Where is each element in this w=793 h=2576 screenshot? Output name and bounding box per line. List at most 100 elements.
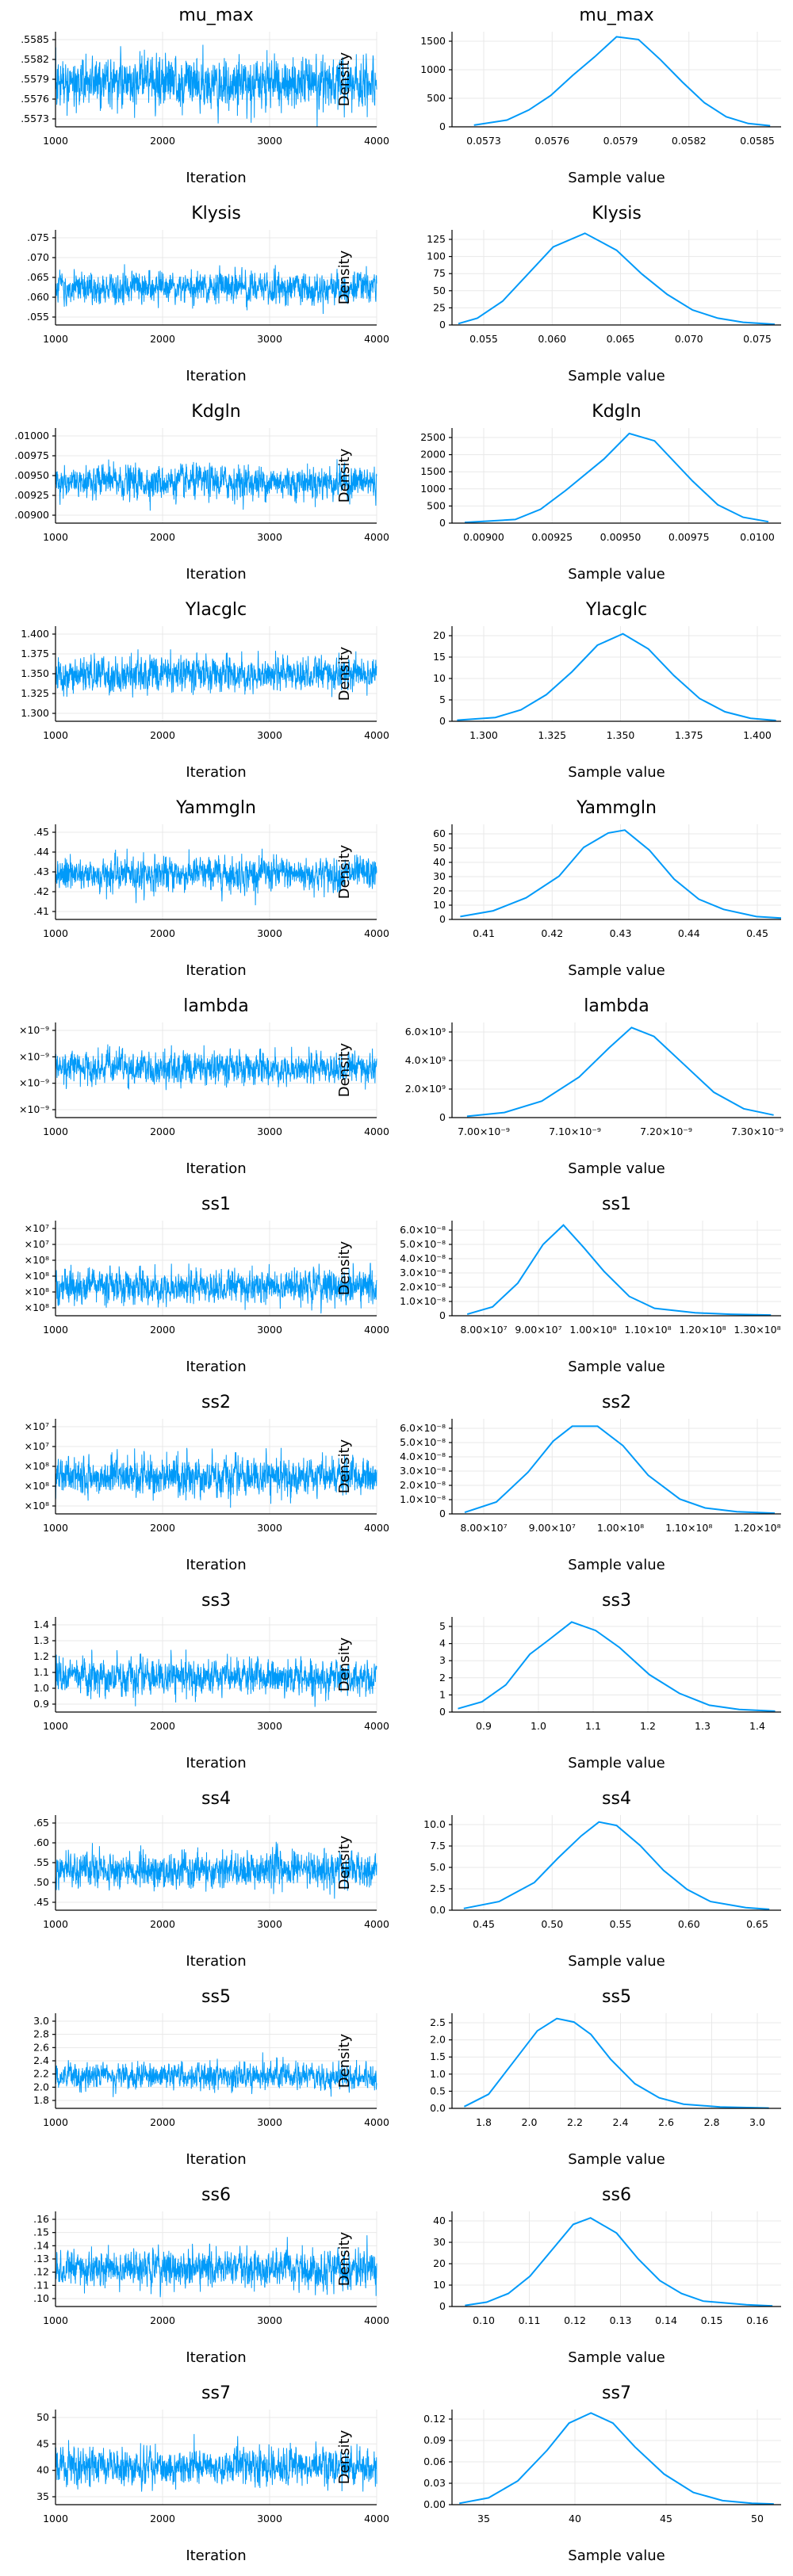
trace-xtick-label: 4000 (364, 2513, 389, 2524)
density-ytick-label: 0 (439, 1508, 446, 1519)
density-xtick-label: 0.00900 (463, 531, 504, 543)
density-ytick-label: 7.5 (430, 1840, 446, 1852)
trace-ytick-label: ×10⁸ (25, 1500, 49, 1512)
trace-title: mu_max (178, 6, 253, 25)
density-ytick-label: 40 (433, 2215, 446, 2226)
density-xtick-label: 0.0582 (672, 135, 707, 147)
density-xtick-label: 1.10×10⁸ (665, 1522, 712, 1534)
trace-title: Yammgln (175, 798, 256, 818)
trace-series-line (55, 44, 377, 127)
trace-ytick-label: .43 (33, 866, 49, 877)
trace-ytick-label: .14 (33, 2239, 49, 2251)
density-ytick-label: 20 (433, 885, 446, 896)
density-ylabel: Density (336, 448, 353, 503)
trace-xlabel: Iteration (186, 566, 246, 583)
trace-xtick-label: 1000 (43, 1918, 68, 1930)
density-xtick-label: 0.15 (701, 2314, 723, 2326)
trace-ytick-label: 2.2 (33, 2068, 49, 2080)
density-xtick-label: 0.00975 (668, 531, 710, 543)
density-title: Kdgln (592, 402, 641, 422)
density-ytick-label: 0 (439, 1706, 446, 1718)
trace-panel-4: Yammgln 1000 2000 3000 4000 .41 .42 .43 .44 .45 It… (33, 798, 389, 979)
density-series-line (458, 1621, 776, 1712)
trace-xlabel: Iteration (186, 1359, 246, 1375)
density-xtick-label: 0.14 (655, 2314, 677, 2326)
trace-panel-10: ss5 1000 2000 3000 4000 1.82.02.2 2.42.62.83.0… (33, 1987, 389, 2168)
density-ytick-label: 1.0 (430, 2068, 446, 2080)
density-xtick-label: 0.00950 (600, 531, 642, 543)
trace-ytick-label: .16 (33, 2213, 49, 2225)
trace-xtick-label: 4000 (364, 1918, 389, 1930)
trace-ytick-label: .5585 (21, 33, 49, 45)
density-ytick-label: 50 (433, 285, 446, 296)
density-xlabel: Sample value (568, 764, 665, 781)
trace-xtick-label: 3000 (257, 927, 282, 939)
density-xtick-label: 1.00×10⁸ (597, 1522, 644, 1534)
density-title: Yammgln (576, 798, 657, 818)
trace-xlabel: Iteration (186, 170, 246, 186)
density-xtick-label: 0.065 (607, 333, 635, 345)
density-xtick-label: 0.44 (678, 927, 700, 939)
density-xtick-label: 7.20×10⁻⁹ (640, 1126, 692, 1137)
trace-ytick-label: .00975 (14, 449, 49, 461)
density-ytick-label: 125 (427, 233, 446, 245)
density-xtick-label: 1.300 (469, 729, 498, 741)
trace-ytick-label: 1.0 (33, 1682, 49, 1694)
density-panel-7: ss2 8.00×10⁷ 9.00×10⁷ 1.00×10⁸ 1.10×10⁸ 1.20×… (336, 1393, 781, 1573)
density-xtick-label: 1.10×10⁸ (624, 1324, 671, 1336)
trace-panel-5: lambda 1000 2000 3000 4000 ×10⁻⁹ ×10⁻⁹ ×10⁻⁹ ×10… (19, 996, 389, 1177)
trace-xtick-label: 4000 (364, 729, 389, 741)
density-ytick-label: 2500 (420, 431, 446, 443)
trace-ytick-label: ×10⁻⁹ (19, 1024, 49, 1036)
trace-xtick-label: 2000 (150, 2314, 175, 2326)
density-ytick-label: 3.0×10⁻⁸ (400, 1465, 446, 1477)
trace-ytick-label: .10 (33, 2292, 49, 2304)
density-xtick-label: 2.0 (522, 2116, 538, 2128)
trace-ytick-label: 1.350 (21, 667, 49, 679)
density-ytick-label: 2000 (420, 449, 446, 461)
density-xlabel: Sample value (568, 2547, 665, 2564)
trace-xtick-label: 4000 (364, 2116, 389, 2128)
density-xtick-label: 0.45 (473, 1918, 495, 1930)
density-ytick-label: 1 (439, 1688, 446, 1700)
trace-ytick-label: 1.4 (33, 1619, 49, 1630)
density-ytick-label: 5 (439, 694, 446, 705)
density-ytick-label: 20 (433, 629, 446, 641)
trace-ytick-label: ×10⁻⁹ (19, 1077, 49, 1089)
density-ytick-label: 0 (439, 913, 446, 925)
density-xtick-label: 0.0100 (740, 531, 775, 543)
density-xtick-label: 1.4 (749, 1720, 765, 1732)
trace-ytick-label: 1.3 (33, 1634, 49, 1646)
density-xtick-label: 1.20×10⁸ (734, 1522, 780, 1534)
density-xlabel: Sample value (568, 1359, 665, 1375)
trace-ytick-label: 2.0 (33, 2081, 49, 2093)
density-ytick-label: 0 (439, 319, 446, 331)
trace-ytick-label: .01000 (14, 430, 49, 441)
trace-ytick-label: ×10⁸ (25, 1480, 49, 1492)
trace-xtick-label: 2000 (150, 729, 175, 741)
density-xtick-label: 0.0585 (740, 135, 775, 147)
density-panel-1: Klysis 0.055 0.060 0.065 0.070 0.075 0 25 50 75 10… (336, 204, 781, 384)
trace-ytick-label: .00925 (14, 489, 49, 501)
density-ytick-label: 1.0×10⁻⁸ (400, 1493, 446, 1505)
density-ytick-label: 0 (439, 517, 446, 529)
trace-ytick-label: .44 (33, 846, 49, 858)
trace-series-line (55, 2052, 377, 2097)
trace-panel-9: ss4 1000 2000 3000 4000 .45 .50 .55 .60 .65 Iterat… (33, 1789, 389, 1970)
density-ytick-label: 1.5 (430, 2050, 446, 2062)
trace-xlabel: Iteration (186, 1755, 246, 1771)
trace-xtick-label: 4000 (364, 531, 389, 543)
trace-xtick-label: 3000 (257, 1720, 282, 1732)
density-xtick-label: 35 (477, 2513, 490, 2524)
density-xtick-label: 0.070 (675, 333, 703, 345)
density-xtick-label: 7.10×10⁻⁹ (549, 1126, 601, 1137)
density-xtick-label: 8.00×10⁷ (460, 1324, 507, 1336)
density-xtick-label: 9.00×10⁷ (529, 1522, 576, 1534)
density-ytick-label: 2.0 (430, 2034, 446, 2046)
trace-xtick-label: 1000 (43, 1126, 68, 1137)
density-xtick-label: 0.10 (473, 2314, 495, 2326)
density-ytick-label: 0.09 (423, 2434, 446, 2446)
trace-ytick-label: ×10⁻⁹ (19, 1103, 49, 1115)
density-ytick-label: 6.0×10⁹ (405, 1026, 446, 1038)
